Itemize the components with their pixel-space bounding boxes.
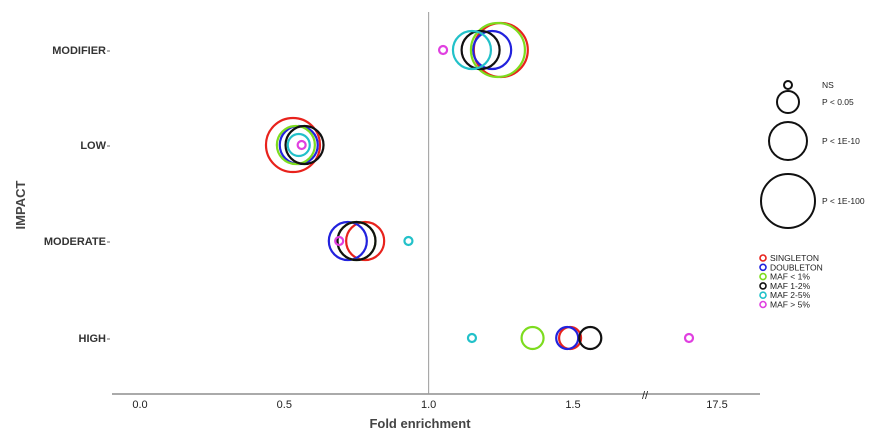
data-point <box>345 220 386 262</box>
data-point <box>286 132 311 158</box>
size-legend-label: P < 1E-100 <box>822 196 865 206</box>
series-legend-label: MAF 1-2% <box>770 281 811 291</box>
series-legend-label: DOUBLETON <box>770 262 823 272</box>
data-point <box>284 124 325 166</box>
plot-points <box>264 21 695 351</box>
x-tick-label: 1.5 <box>565 399 580 411</box>
x-tick-label: 1.0 <box>421 399 436 411</box>
data-point <box>469 21 527 79</box>
size-legend-label: NS <box>822 80 834 90</box>
x-axis-title: Fold enrichment <box>369 416 471 431</box>
data-point <box>403 235 414 247</box>
size-legend-circle <box>783 80 793 90</box>
y-tick-label: LOW <box>80 140 106 152</box>
data-point <box>578 325 603 351</box>
x-tick-label: 17.5 <box>706 399 727 411</box>
size-legend-circle <box>768 121 808 161</box>
series-legend-label: MAF > 5% <box>770 300 810 310</box>
y-tick-label: MODERATE <box>44 236 106 248</box>
data-point <box>472 29 513 71</box>
series-legend-marker <box>759 272 767 281</box>
size-legend-label: P < 1E-10 <box>822 136 860 146</box>
y-axis-title: IMPACT <box>13 181 28 230</box>
data-point <box>451 29 493 71</box>
size-legend-circle <box>760 173 816 229</box>
series-legend-marker <box>759 263 767 272</box>
series-legend-marker <box>759 282 767 290</box>
series-legend-label: MAF < 1% <box>770 272 810 282</box>
series-legend-label: SINGLETON <box>770 253 819 263</box>
data-point <box>466 332 478 344</box>
x-tick-label: 0.5 <box>277 399 292 411</box>
size-legend-circle <box>776 90 800 114</box>
data-point <box>327 220 368 262</box>
data-point <box>460 29 501 71</box>
series-legend-marker <box>759 300 767 309</box>
data-point <box>264 116 322 174</box>
data-point <box>275 124 316 166</box>
x-tick-label: 0.0 <box>132 399 147 411</box>
size-legend-label: P < 0.05 <box>822 97 854 107</box>
y-tick-label: HIGH <box>79 333 107 345</box>
data-point <box>334 235 345 247</box>
data-point <box>336 220 377 262</box>
series-legend-marker <box>759 291 767 300</box>
data-point <box>683 332 695 344</box>
plot-axes: // 0.0 0.5 1.0 1.5 17.5 MODIFIER LOW MODERATE HIG… <box>44 12 760 411</box>
y-tick-label: MODIFIER <box>52 45 106 57</box>
data-point <box>520 325 545 351</box>
series-legend-marker <box>759 254 767 262</box>
axis-break-mark: // <box>642 390 649 402</box>
series-legend-label: MAF 2-5% <box>770 290 811 300</box>
size-legend: NS P < 0.05 P < 1E-10 P < 1E-100 <box>760 80 865 229</box>
data-point <box>296 139 307 151</box>
data-point <box>437 44 449 56</box>
